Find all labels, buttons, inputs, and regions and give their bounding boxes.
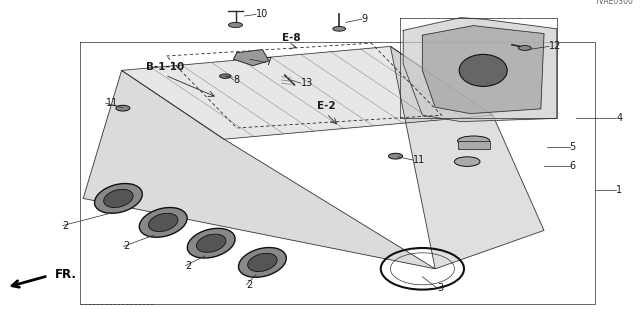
- Text: B-1-10: B-1-10: [146, 62, 184, 72]
- Text: FR.: FR.: [54, 268, 76, 281]
- Text: 7: 7: [266, 57, 272, 68]
- Text: 4: 4: [616, 113, 623, 124]
- Text: 2: 2: [63, 220, 69, 231]
- Text: E-8: E-8: [282, 33, 301, 44]
- Text: 12: 12: [549, 41, 561, 52]
- Ellipse shape: [248, 253, 277, 271]
- Text: 3: 3: [437, 283, 444, 293]
- Ellipse shape: [148, 213, 178, 231]
- Ellipse shape: [454, 157, 480, 166]
- Ellipse shape: [239, 248, 286, 277]
- Text: 11: 11: [106, 98, 118, 108]
- Text: 2: 2: [124, 241, 130, 252]
- Text: E-2: E-2: [317, 100, 336, 111]
- Text: 1: 1: [616, 185, 622, 196]
- Ellipse shape: [116, 105, 130, 111]
- Ellipse shape: [458, 136, 490, 146]
- Ellipse shape: [95, 184, 142, 213]
- Ellipse shape: [220, 74, 231, 78]
- Polygon shape: [403, 18, 557, 122]
- Text: TVAE0300: TVAE0300: [595, 0, 634, 6]
- Bar: [458, 141, 490, 149]
- Text: 10: 10: [256, 9, 268, 20]
- Text: 13: 13: [301, 78, 313, 88]
- Text: 8: 8: [234, 75, 240, 85]
- Text: 5: 5: [570, 142, 576, 152]
- Polygon shape: [390, 46, 544, 269]
- Polygon shape: [422, 26, 544, 114]
- Ellipse shape: [196, 234, 226, 252]
- Text: 9: 9: [362, 14, 368, 24]
- Ellipse shape: [140, 208, 187, 237]
- Ellipse shape: [333, 27, 346, 31]
- Polygon shape: [122, 46, 493, 139]
- Polygon shape: [234, 50, 269, 66]
- Text: 2: 2: [246, 280, 253, 290]
- Ellipse shape: [388, 153, 403, 159]
- Polygon shape: [83, 70, 435, 269]
- Text: 11: 11: [413, 155, 425, 165]
- Ellipse shape: [518, 46, 531, 50]
- Ellipse shape: [188, 228, 235, 258]
- Ellipse shape: [460, 54, 507, 86]
- Ellipse shape: [228, 22, 243, 28]
- Text: 6: 6: [570, 161, 576, 172]
- Text: 2: 2: [186, 260, 192, 271]
- Ellipse shape: [104, 189, 133, 207]
